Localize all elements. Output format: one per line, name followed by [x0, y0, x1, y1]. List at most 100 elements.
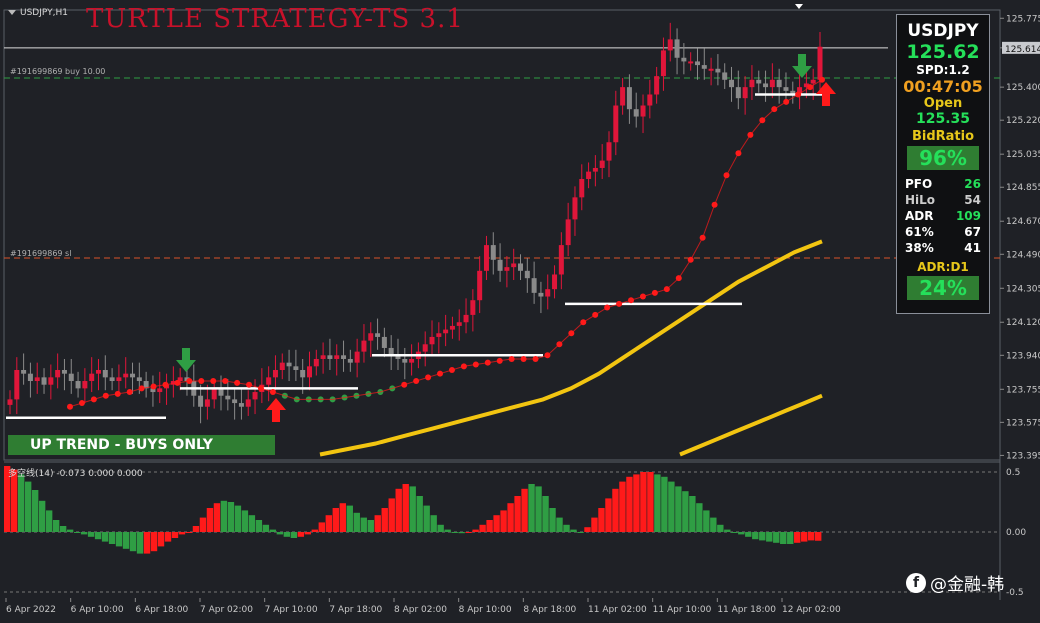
row-value: 67 [964, 225, 981, 239]
candle-body [21, 370, 27, 374]
candle-body [701, 65, 707, 69]
osc-bar [157, 532, 165, 547]
osc-bar [80, 532, 88, 535]
price-tag-label: 125.614 [1005, 45, 1040, 55]
candle-body [647, 94, 653, 106]
candle-body [109, 377, 115, 382]
candle-body [388, 347, 394, 356]
osc-bar [507, 503, 514, 532]
osc-bar [115, 532, 123, 547]
candle-body [7, 399, 13, 405]
ma-slow-line [679, 393, 823, 457]
candle-body [803, 83, 809, 88]
dropdown-icon[interactable] [8, 10, 16, 15]
candle-body [579, 178, 585, 198]
moving-averages [319, 239, 823, 457]
candle-body [75, 381, 81, 389]
osc-bar [458, 532, 465, 534]
candle-body [55, 370, 61, 378]
osc-bar [437, 524, 444, 532]
x-tick-label: 8 Apr 02:00 [394, 605, 447, 615]
candle-body [361, 340, 367, 352]
candle-body [48, 377, 54, 385]
osc-bar [409, 486, 416, 532]
osc-bar [276, 532, 284, 535]
osc-bar [353, 512, 360, 532]
candle-body [245, 399, 251, 407]
symbol-title[interactable]: USDJPY,H1 [8, 8, 68, 18]
candle-body [14, 370, 20, 400]
signal-arrows [176, 54, 836, 422]
candle-body [123, 373, 129, 378]
candle-body [586, 171, 592, 179]
candle-body [518, 263, 524, 271]
candle-body [136, 377, 142, 382]
osc-bar [255, 520, 263, 532]
x-tick-label: 8 Apr 10:00 [459, 605, 512, 615]
candle-body [490, 245, 496, 260]
y-tick-label: 124.670 [1006, 217, 1040, 227]
candle-body [756, 79, 762, 84]
candle-body [722, 72, 728, 80]
osc-bar [486, 520, 493, 532]
x-tick-label: 6 Apr 10:00 [71, 605, 124, 615]
osc-bar [682, 491, 689, 532]
candle-body [34, 377, 40, 382]
candle-body [218, 388, 224, 396]
candle-body [89, 373, 95, 382]
candle-body [599, 160, 605, 168]
candle-body [606, 142, 612, 161]
osc-bar [654, 474, 661, 532]
osc-bar [360, 517, 367, 532]
row-value: 41 [964, 241, 981, 255]
osc-bar [402, 484, 409, 532]
candle-body [456, 322, 462, 326]
candle-body [681, 57, 687, 62]
row-value: 54 [964, 193, 981, 207]
osc-bar [465, 532, 472, 533]
axes: 125.775 125.614 125.400 125.220 125.035 124.8… [3, 4, 1040, 600]
y-tick-label: 123.575 [1006, 418, 1040, 428]
osc-bar [738, 532, 745, 535]
candles [6, 22, 823, 424]
osc-bar [248, 515, 256, 532]
osc-bar [675, 486, 682, 532]
osc-bar [472, 529, 479, 532]
sell-arrow-icon [792, 54, 812, 78]
candle-body [729, 79, 735, 88]
row-key: PFO [905, 177, 933, 191]
candle-body [688, 61, 694, 64]
candle-body [313, 358, 319, 367]
osc-bar [304, 532, 312, 535]
candle-body [143, 381, 149, 389]
osc-bar [563, 524, 570, 532]
candle-body [797, 87, 803, 95]
candle-body [552, 274, 558, 290]
osc-bar [136, 532, 144, 554]
candle-body [483, 245, 489, 271]
panel-row: 38% 41 [897, 240, 989, 256]
candle-body [436, 333, 442, 337]
candle-body [545, 289, 551, 297]
candle-body [279, 362, 285, 370]
candle-body [198, 395, 204, 407]
candle-body [497, 259, 503, 271]
candle-body [742, 87, 748, 99]
osc-bar [752, 532, 759, 540]
osc-bar [213, 503, 221, 532]
row-key: 38% [905, 241, 934, 255]
candle-body [368, 333, 374, 341]
candle-body [375, 333, 381, 337]
candle-body [674, 39, 680, 58]
time-axis: 6 Apr 2022 6 Apr 10:00 6 Apr 18:00 7 Apr 02… [5, 598, 841, 615]
candle-body [177, 377, 183, 382]
row-key: ADR [905, 209, 934, 223]
osc-bar [640, 472, 647, 532]
x-tick-label: 6 Apr 18:00 [135, 605, 188, 615]
candle-body [735, 87, 741, 99]
osc-bar [290, 532, 298, 538]
candle-body [633, 109, 639, 117]
osc-bar [185, 532, 193, 533]
osc-bar [717, 524, 724, 532]
